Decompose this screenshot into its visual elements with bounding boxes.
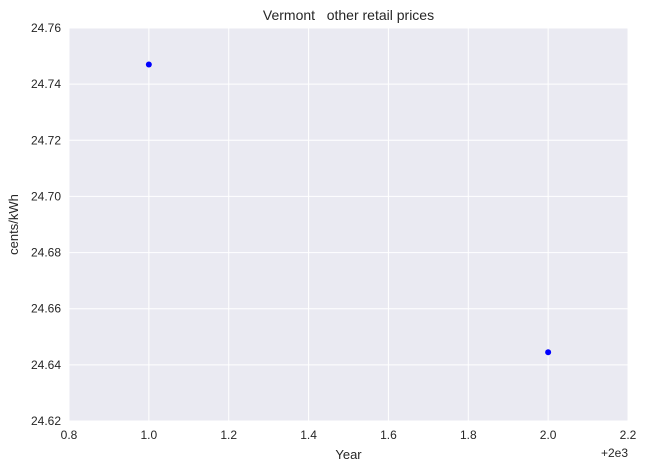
x-tick-label: 0.8 xyxy=(61,428,78,442)
y-tick-label: 24.68 xyxy=(31,246,61,260)
y-tick-label: 24.62 xyxy=(31,414,61,428)
data-point xyxy=(545,349,552,356)
x-tick-labels: 0.8 1.0 1.2 1.4 1.6 1.8 2.0 2.2 xyxy=(61,428,637,442)
data-points xyxy=(145,61,552,356)
x-tick-label: 1.0 xyxy=(141,428,158,442)
y-tick-label: 24.66 xyxy=(31,302,61,316)
chart-title: Vermont other retail prices xyxy=(263,7,434,23)
y-tick-label: 24.70 xyxy=(31,189,61,203)
x-tick-label: 1.6 xyxy=(380,428,397,442)
x-tick-label: 1.4 xyxy=(300,428,317,442)
y-tick-label: 24.76 xyxy=(31,21,61,35)
data-point xyxy=(145,61,152,68)
y-tick-label: 24.64 xyxy=(31,358,61,372)
x-tick-label: 2.0 xyxy=(540,428,557,442)
x-tick-label: 2.2 xyxy=(620,428,637,442)
x-axis-label: Year xyxy=(335,447,362,462)
grid-lines xyxy=(68,27,629,422)
y-tick-label: 24.72 xyxy=(31,133,61,147)
x-tick-label: 1.2 xyxy=(220,428,237,442)
y-tick-label: 24.74 xyxy=(31,77,61,91)
plot-area xyxy=(69,28,628,421)
y-tick-labels: 24.62 24.64 24.66 24.68 24.70 24.72 24.74 24.76 xyxy=(31,21,61,428)
x-offset-label: +2e3 xyxy=(601,446,628,460)
x-tick-label: 1.8 xyxy=(460,428,477,442)
y-axis-label: cents/kWh xyxy=(6,194,21,255)
